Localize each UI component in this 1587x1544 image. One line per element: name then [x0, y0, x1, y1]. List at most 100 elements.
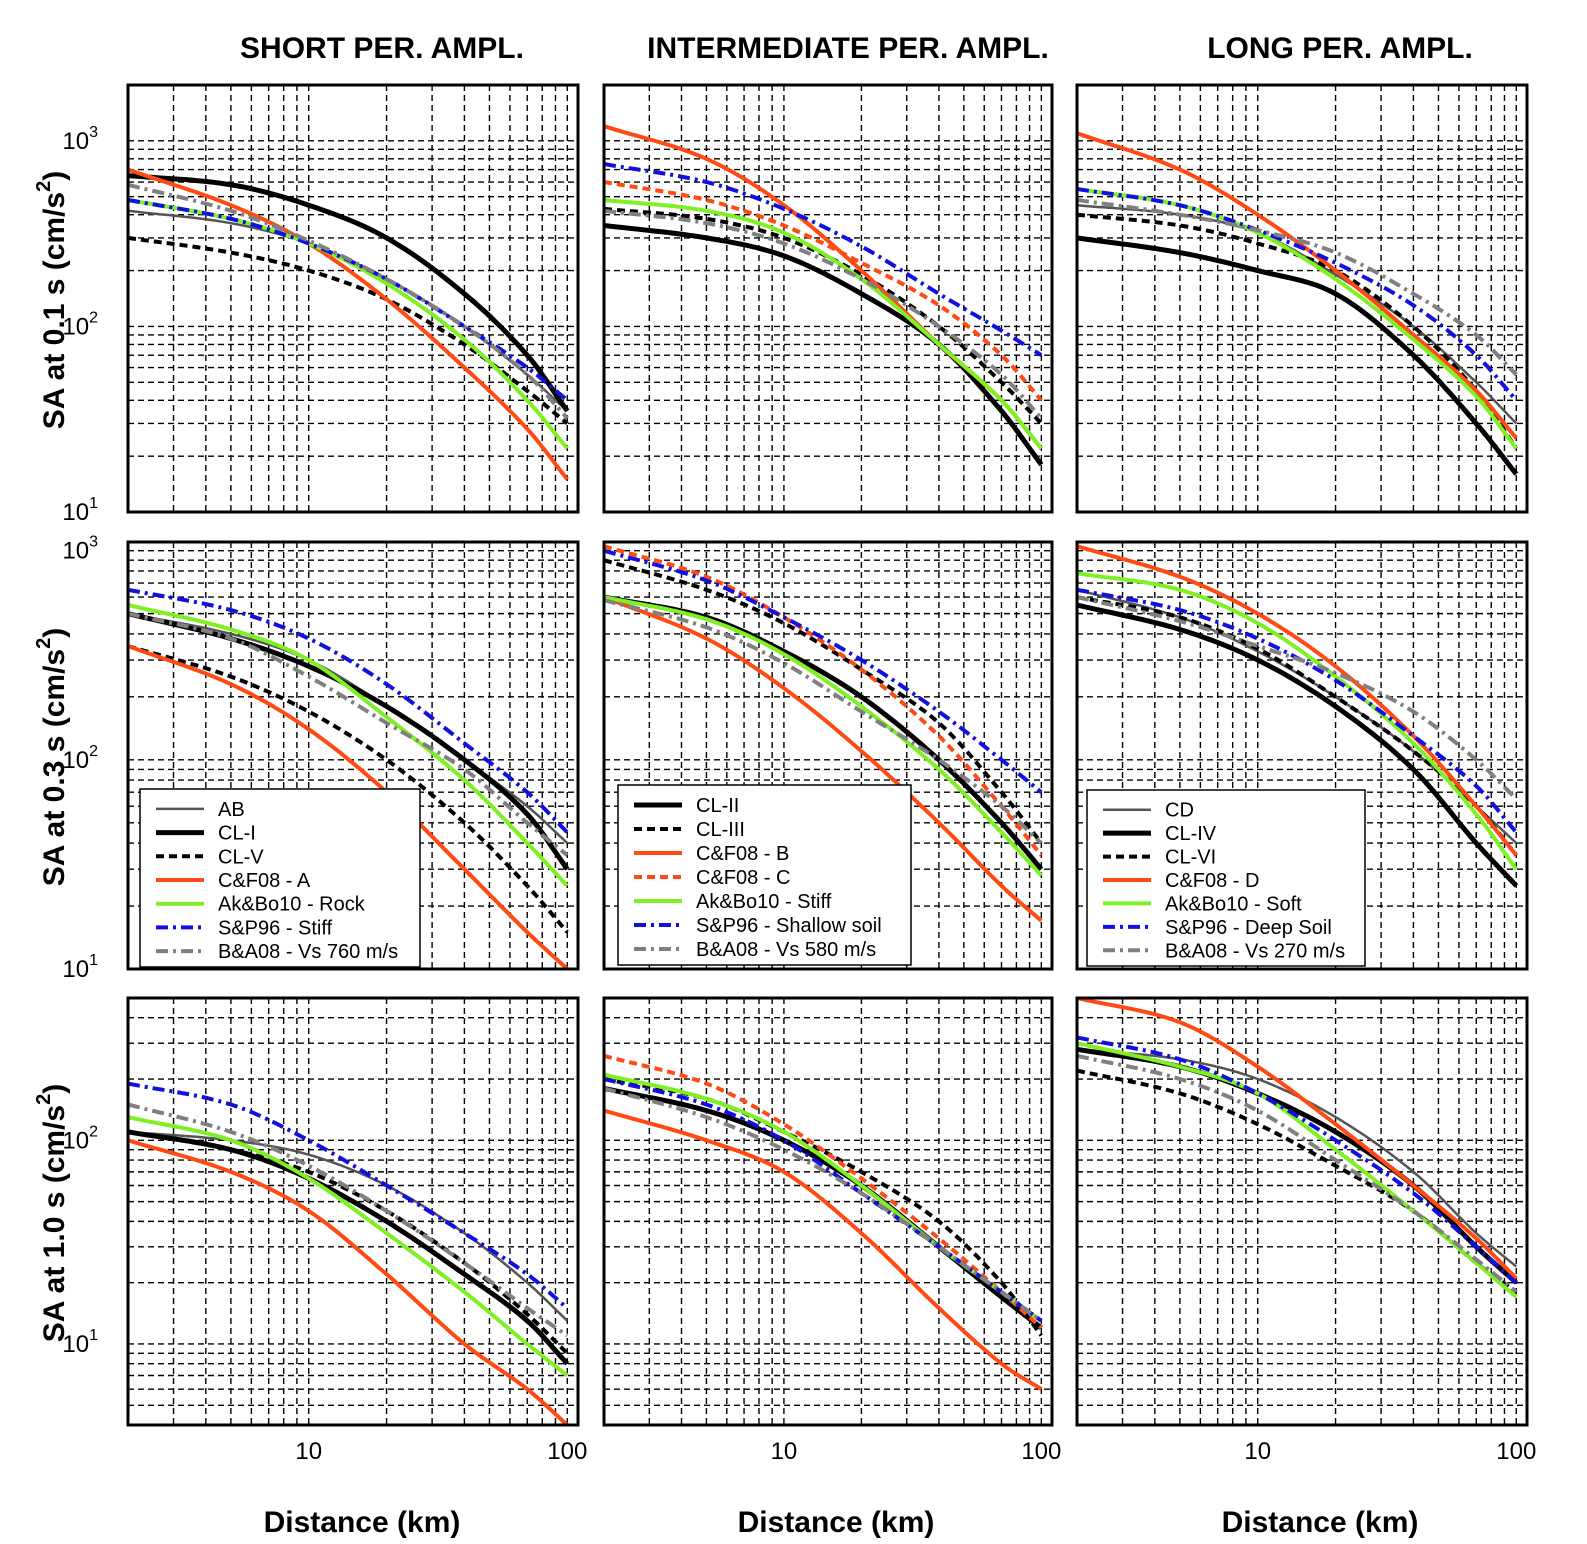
panel-r1-c3: [1075, 83, 1529, 514]
series-line-black-dash: [128, 1129, 569, 1355]
panel-r1-c1-grid: [128, 85, 578, 512]
row-ylabel-1-sup: 2: [33, 181, 55, 192]
panel-r1-c2-grid: [604, 85, 1052, 512]
x-axis-label-col3: Distance (km): [1222, 1506, 1419, 1539]
series-line-black-dash: [128, 644, 569, 934]
series-line-blue-dashdot: [1077, 187, 1518, 402]
series-line-orange-dash: [604, 1053, 1043, 1330]
series-line-blue-dashdot: [1077, 587, 1518, 834]
series-line-black-solid: [128, 173, 570, 413]
panel-r3-c2-frame: [602, 996, 1054, 1427]
series-line-black-solid: [604, 1085, 1043, 1330]
x-tick-label: 100: [547, 1438, 587, 1465]
series-line-black-solid: [604, 223, 1044, 467]
y-tick-label: 101: [62, 495, 98, 526]
series-line-blue-dashdot: [128, 198, 569, 402]
legend-label: S&P96 - Shallow soil: [696, 915, 882, 937]
panel-r2-c3-frame: [1075, 540, 1529, 971]
row-ylabel-2-text: SA at 0.3 s (cm/s: [38, 649, 71, 886]
x-tick-label: 10: [771, 1438, 798, 1465]
series-line-gray-dashdot: [604, 598, 1043, 845]
panel-r3-c1-frame: [126, 996, 580, 1427]
x-tick-label: 10: [1244, 1438, 1271, 1465]
legend-label: C&F08 - C: [696, 867, 790, 889]
series-line-orange-solid: [1077, 131, 1518, 440]
row-ylabel-3: SA at 1.0 s (cm/s2): [33, 1084, 71, 1342]
y-tick-label: 101: [62, 1327, 98, 1358]
panel-r1-c1: 101 102 103: [62, 83, 580, 526]
panel-r2-c3-grid: [1077, 542, 1527, 969]
panel-r1-c3-frame: [1075, 83, 1529, 514]
y-tick-label: 103: [62, 124, 98, 155]
series-line-gray-dashdot: [128, 611, 569, 857]
legend-label: S&P96 - Stiff: [218, 917, 333, 939]
series-line-black-dash: [604, 558, 1043, 845]
x-axis-label-col1: Distance (km): [264, 1506, 461, 1539]
panel-r1-c1-series: [128, 167, 570, 481]
legend-label: Ak&Bo10 - Rock: [218, 894, 366, 916]
row-ylabel-3-text: SA at 1.0 s (cm/s: [38, 1105, 71, 1342]
series-line-blue-dashdot: [604, 162, 1043, 357]
svg-text:SA at 0.3 s (cm/s2): SA at 0.3 s (cm/s2): [33, 628, 71, 886]
y-tick-label: 102: [62, 309, 98, 340]
series-line-gray-dashdot: [128, 1102, 569, 1338]
series-line-black-dash: [1077, 1068, 1518, 1294]
series-line-gray-dashdot: [1077, 198, 1518, 377]
panel-r2-c3: [1075, 540, 1529, 971]
y-tick-label: 103: [62, 534, 98, 565]
legend-label: B&A08 - Vs 580 m/s: [696, 939, 876, 961]
panel-r2-c2-frame: [602, 540, 1054, 971]
panel-r3-c1-grid: [128, 998, 578, 1425]
legend-label: C&F08 - B: [696, 843, 789, 865]
series-line-gray-dashdot: [128, 182, 569, 420]
x-tick-label: 100: [1496, 1438, 1536, 1465]
panel-r3-c1: 10 100 101 102: [62, 996, 587, 1465]
series-line-gray-dashdot: [604, 1086, 1043, 1323]
series-line-orange-solid: [128, 1138, 569, 1425]
row-ylabel-2: SA at 0.3 s (cm/s2): [33, 628, 71, 886]
column-titles: SHORT PER. AMPL. INTERMEDIATE PER. AMPL.…: [240, 32, 1473, 65]
panel-r3-c2-series: [604, 1053, 1043, 1391]
series-line-gray-dashdot: [1077, 595, 1518, 801]
panel-r3-c2: 10 100: [602, 996, 1061, 1465]
legend-label: CL-II: [696, 795, 739, 817]
legend-label: CD: [1165, 800, 1194, 822]
row-ylabel-3-close: ): [38, 1084, 71, 1094]
panel-r1-c2: [602, 83, 1054, 514]
legend-label: AB: [218, 799, 245, 821]
series-line-green-solid: [604, 595, 1043, 877]
series-line-orange-solid: [128, 167, 569, 481]
panel-r2-c2: [602, 540, 1054, 971]
series-line-gray-dashdot: [604, 208, 1043, 420]
legend-label: B&A08 - Vs 760 m/s: [218, 941, 398, 963]
series-line-blue-dashdot: [604, 548, 1043, 794]
series-line-blue-dashdot: [128, 1081, 569, 1310]
series-line-green-solid: [1077, 187, 1518, 450]
series-line-green-solid: [128, 603, 569, 888]
series-line-gray-thin: [1077, 1048, 1518, 1268]
panel-r1-c1-frame: [126, 83, 580, 514]
y-tick-label: 102: [62, 743, 98, 774]
series-line-orange-solid: [604, 595, 1043, 923]
panel-r3-c2-grid: [604, 998, 1052, 1425]
series-line-orange-solid: [1077, 544, 1518, 857]
panel-r2-c2-series: [604, 544, 1044, 923]
legend-label: Ak&Bo10 - Soft: [1165, 893, 1302, 915]
series-line-black-solid: [128, 1129, 570, 1366]
series-line-orange-solid: [604, 1108, 1043, 1391]
series-line-blue-dashdot: [1077, 1035, 1518, 1285]
row-ylabel-2-sup: 2: [33, 638, 55, 649]
svg-text:SA at 1.0 s (cm/s2): SA at 1.0 s (cm/s2): [33, 1084, 71, 1342]
legend-label: S&P96 - Deep Soil: [1165, 917, 1332, 939]
row-ylabel-2-close: ): [38, 628, 71, 638]
series-line-green-solid: [128, 1115, 569, 1378]
panel-r1-c2-series: [604, 124, 1044, 467]
panel-r1-c3-grid: [1077, 85, 1527, 512]
series-line-black-dash: [604, 206, 1043, 425]
row-ylabel-1: SA at 0.1 s (cm/s2): [33, 171, 71, 429]
column-title-intermediate: INTERMEDIATE PER. AMPL.: [647, 32, 1049, 65]
